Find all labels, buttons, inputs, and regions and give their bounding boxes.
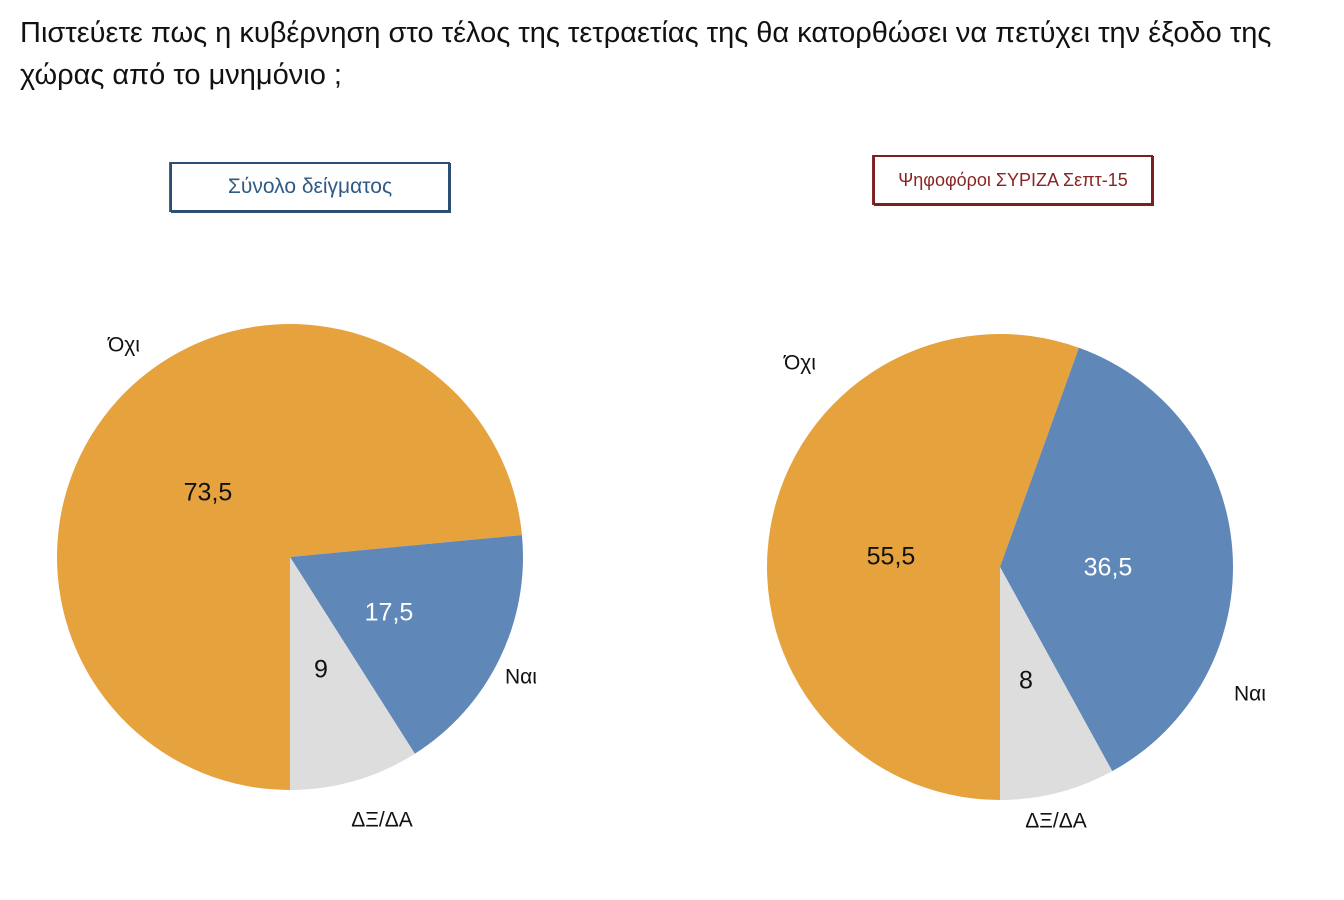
pie-total-category-nai: Ναι — [505, 666, 537, 689]
pie-total-value-nai: 17,5 — [365, 599, 414, 627]
pie-syriza-value-nai: 36,5 — [1084, 554, 1133, 582]
survey-question: Πιστεύετε πως η κυβέρνηση στο τέλος της … — [20, 17, 1272, 91]
pie-total-category-ochi: Όχι — [107, 334, 140, 357]
chart-title-syriza-voters: Ψηφοφόροι ΣΥΡΙΖΑ Σεπτ-15 — [873, 155, 1153, 205]
pie-total-slice-ochi — [57, 323, 522, 790]
pie-syriza-slice-dk-na — [1000, 567, 1113, 800]
pie-syriza-slice-ochi — [767, 333, 1079, 800]
pie-total-slice-dk-na — [290, 557, 415, 790]
pie-total-category-dk-na: ΔΞ/ΔΑ — [351, 809, 413, 832]
pie-syriza-category-dk-na: ΔΞ/ΔΑ — [1025, 810, 1087, 833]
pie-total-value-dk-na: 9 — [314, 656, 328, 684]
pie-total-slice-nai — [290, 535, 524, 754]
pie-syriza-category-nai: Ναι — [1234, 683, 1266, 706]
pie-total-value-ochi: 73,5 — [184, 479, 233, 507]
pie-syriza-value-ochi: 55,5 — [867, 543, 916, 571]
pie-syriza-value-dk-na: 8 — [1019, 667, 1033, 695]
pie-syriza-category-ochi: Όχι — [783, 352, 816, 375]
pie-syriza-slice-nai — [1000, 347, 1234, 772]
chart-title-total-sample: Σύνολο δείγματος — [170, 162, 450, 212]
